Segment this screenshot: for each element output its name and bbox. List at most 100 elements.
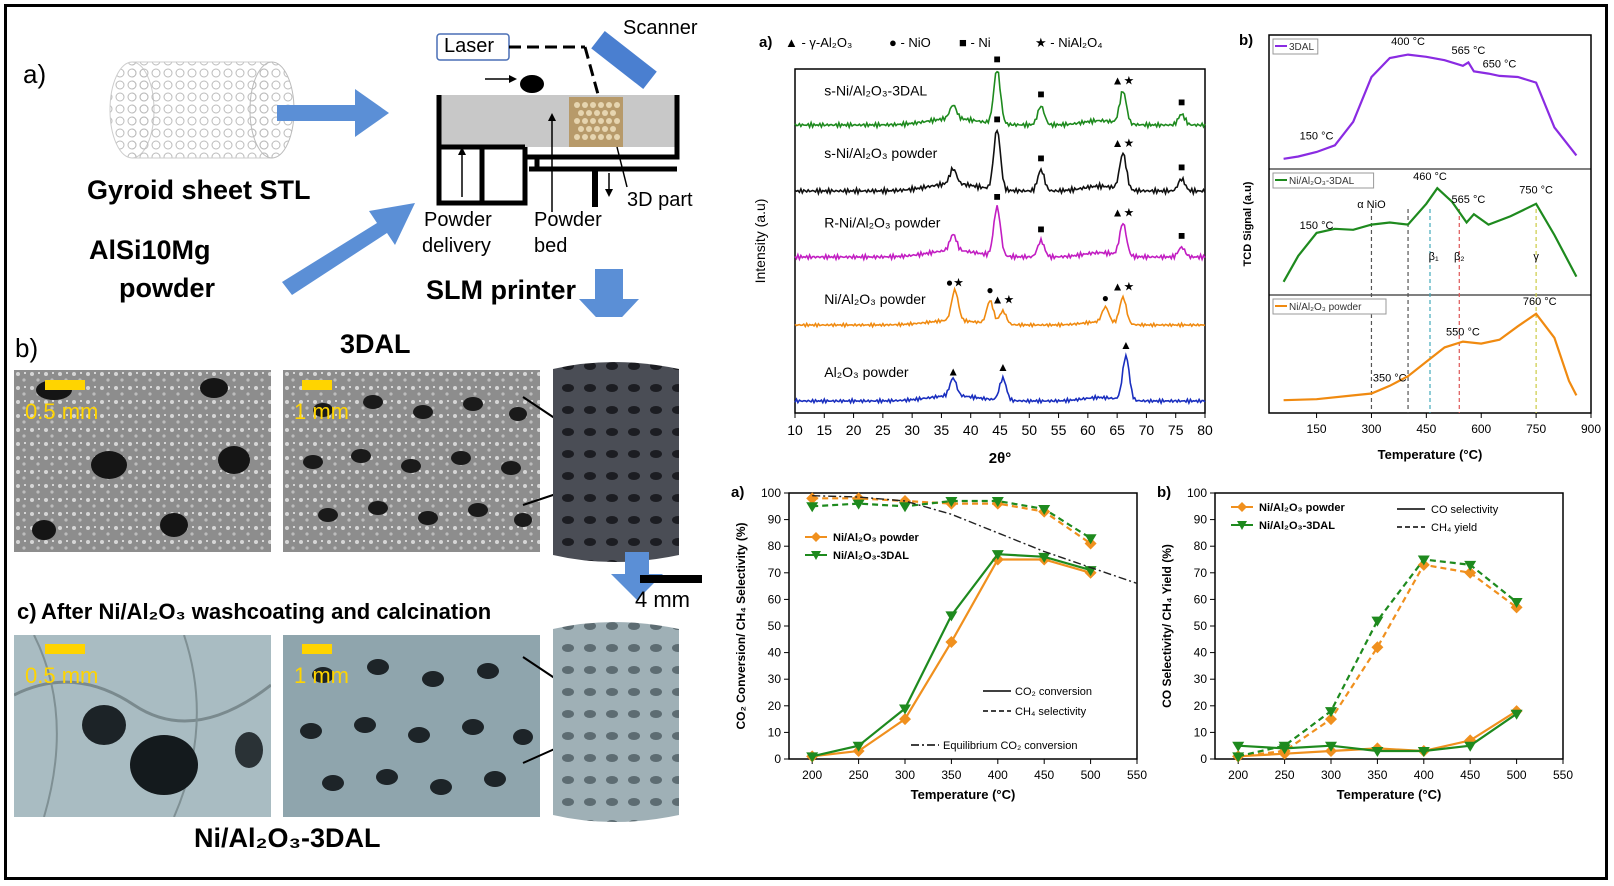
xrd-x-tick-label: 65 bbox=[1109, 422, 1125, 438]
scale-label-c2: 1 mm bbox=[294, 663, 349, 688]
xrd-x-axis-label: 2θ° bbox=[989, 450, 1011, 467]
tpr-x-tick-label: 300 bbox=[1361, 422, 1381, 436]
xrd-x-tick-label: 25 bbox=[875, 422, 891, 438]
scale-bar-b1 bbox=[45, 380, 85, 390]
xrd-peak-marker: ■ bbox=[1178, 160, 1185, 174]
tpr-annotation: β₁ bbox=[1429, 251, 1439, 263]
conv-chart-point bbox=[945, 496, 958, 507]
tpr-legend-box bbox=[1272, 38, 1319, 55]
xrd-x-tick-label: 40 bbox=[963, 422, 979, 438]
conv-chart-x-tick-label: 500 bbox=[1081, 768, 1101, 782]
yield-chart-x-tick-label: 450 bbox=[1460, 768, 1480, 782]
xrd-series-line bbox=[794, 352, 1206, 406]
xrd-peak-marker: ▲ bbox=[997, 360, 1009, 374]
yield-chart-y-tick-label: 50 bbox=[1194, 619, 1208, 633]
conv-chart-x-tick-label: 200 bbox=[802, 768, 822, 782]
conv-style-label: CH₄ selectivity bbox=[1015, 706, 1087, 718]
xrd-series-line bbox=[794, 128, 1206, 197]
conv-chart-x-tick-label: 450 bbox=[1034, 768, 1054, 782]
tpr-x-tick-label: 600 bbox=[1471, 422, 1491, 436]
xrd-x-tick-label: 30 bbox=[904, 422, 920, 438]
conv-chart-point bbox=[852, 499, 865, 510]
powder-bed-line1: Powder bbox=[534, 209, 602, 231]
conv-chart-point bbox=[899, 704, 911, 715]
gyroid-tube-icon bbox=[109, 61, 295, 159]
xrd-peak-marker: ▲ bbox=[947, 364, 959, 378]
coated-cylinder-photo bbox=[522, 622, 679, 822]
xrd-legend-entry: ■ - Ni bbox=[959, 35, 991, 50]
yield-chart-point bbox=[1464, 560, 1477, 571]
xrd-legend-entry: ★ - NiAl₂O₄ bbox=[1035, 35, 1103, 50]
yield-chart-series-line bbox=[1238, 563, 1518, 758]
photo-caption-coated: Ni/Al₂O₃-3DAL bbox=[194, 823, 381, 853]
xrd-peak-marker: ●★ bbox=[946, 276, 964, 290]
yield-chart-x-tick-label: 550 bbox=[1553, 768, 1573, 782]
yield-chart-x-tick-label: 200 bbox=[1228, 768, 1248, 782]
conv-chart-point bbox=[991, 550, 1004, 561]
yield-chart-point bbox=[1278, 741, 1291, 752]
yield-style-label: CH₄ yield bbox=[1431, 522, 1477, 534]
conv-chart-point bbox=[1038, 552, 1051, 563]
tpr-chart: b) 3DAL 150 °C 400 °C 565 °C 650 °C Ni/Al₂O₃-3… bbox=[1239, 32, 1601, 462]
conv-chart-y-tick-label: 100 bbox=[761, 486, 781, 500]
arrow-down-to-coated bbox=[611, 552, 663, 600]
yield-chart-point bbox=[1325, 707, 1337, 718]
conv-chart-y-tick-label: 80 bbox=[768, 539, 782, 553]
yield-chart-point bbox=[1510, 598, 1523, 609]
tpr-x-tick-label: 150 bbox=[1307, 422, 1327, 436]
scale-bar-b2 bbox=[302, 380, 332, 390]
slm-printer-diagram bbox=[277, 31, 680, 317]
3d-part-label: 3D part bbox=[627, 189, 693, 211]
scale-label-b1: 0.5 mm bbox=[25, 399, 99, 424]
xrd-x-tick-label: 15 bbox=[816, 422, 832, 438]
tpr-series-line bbox=[1283, 312, 1578, 402]
tpr-legend-label: 3DAL bbox=[1289, 42, 1314, 53]
conv-chart-x-tick-label: 300 bbox=[895, 768, 915, 782]
stl-caption: Gyroid sheet STL bbox=[87, 175, 311, 205]
conv-chart-point bbox=[899, 713, 911, 726]
conv-chart-point bbox=[806, 502, 819, 513]
xrd-peak-marker: ▲ bbox=[1120, 338, 1132, 352]
conv-chart-point bbox=[806, 492, 819, 505]
conv-chart-y-tick-label: 70 bbox=[768, 566, 782, 580]
conv-equilibrium-line bbox=[812, 495, 1138, 585]
conv-style-label: Equilibrium CO₂ conversion bbox=[943, 740, 1078, 752]
tpr-annotation: 460 °C bbox=[1413, 171, 1447, 183]
tpr-annotation: 400 °C bbox=[1391, 36, 1425, 48]
yield-chart-y-tick-label: 20 bbox=[1194, 699, 1208, 713]
tpr-annotation: 150 °C bbox=[1300, 130, 1334, 142]
xrd-peak-marker: ■ bbox=[993, 189, 1000, 203]
scale-bar-4mm bbox=[640, 575, 702, 583]
yield-chart-point bbox=[1417, 747, 1430, 758]
yield-chart-y-tick-label: 90 bbox=[1194, 513, 1208, 527]
xrd-peak-marker: ▲★ bbox=[1112, 279, 1135, 293]
scale-bar-c2 bbox=[302, 644, 332, 654]
xrd-x-tick-label: 70 bbox=[1139, 422, 1155, 438]
conv-chart-y-axis-label: CO₂ Conversion/ CH₄ Selectivity (%) bbox=[734, 522, 748, 729]
conv-chart-point bbox=[899, 502, 911, 513]
xrd-y-axis-label: Intensity (a.u) bbox=[752, 199, 768, 284]
xrd-x-tick-label: 35 bbox=[934, 422, 950, 438]
xrd-x-tick-label: 45 bbox=[992, 422, 1008, 438]
tpr-legend-label: Ni/Al₂O₃ powder bbox=[1289, 302, 1362, 313]
conv-chart-x-tick-label: 550 bbox=[1127, 768, 1147, 782]
conv-chart-x-tick-label: 400 bbox=[988, 768, 1008, 782]
xrd-chart: a) ▲ - γ-Al₂O₃ ● - NiO ■ - Ni ★ - NiAl₂O₄ 10 1… bbox=[752, 34, 1213, 467]
yield-chart-y-tick-label: 80 bbox=[1194, 539, 1208, 553]
tpr-legend-box bbox=[1272, 298, 1387, 315]
conv-chart-x-tick-label: 250 bbox=[849, 768, 869, 782]
tpr-annotation: 350 °C bbox=[1373, 373, 1407, 385]
yield-chart-point bbox=[1325, 713, 1337, 726]
xrd-peak-marker: ▲★ bbox=[1112, 136, 1135, 150]
tpr-legend-label: Ni/Al₂O₃-3DAL bbox=[1289, 176, 1355, 187]
xrd-series-line bbox=[794, 70, 1206, 130]
tpr-annotation: α NiO bbox=[1357, 199, 1386, 211]
yield-chart-point bbox=[1232, 752, 1245, 763]
xrd-x-tick-label: 10 bbox=[787, 422, 803, 438]
conv-chart-point bbox=[991, 496, 1004, 507]
panel-label-c: c) bbox=[17, 599, 37, 624]
conv-chart-series-line bbox=[812, 558, 1091, 758]
yield-chart-point bbox=[1464, 741, 1477, 752]
xrd-series-line bbox=[794, 205, 1206, 262]
powder-delivery-line1: Powder bbox=[424, 209, 492, 231]
